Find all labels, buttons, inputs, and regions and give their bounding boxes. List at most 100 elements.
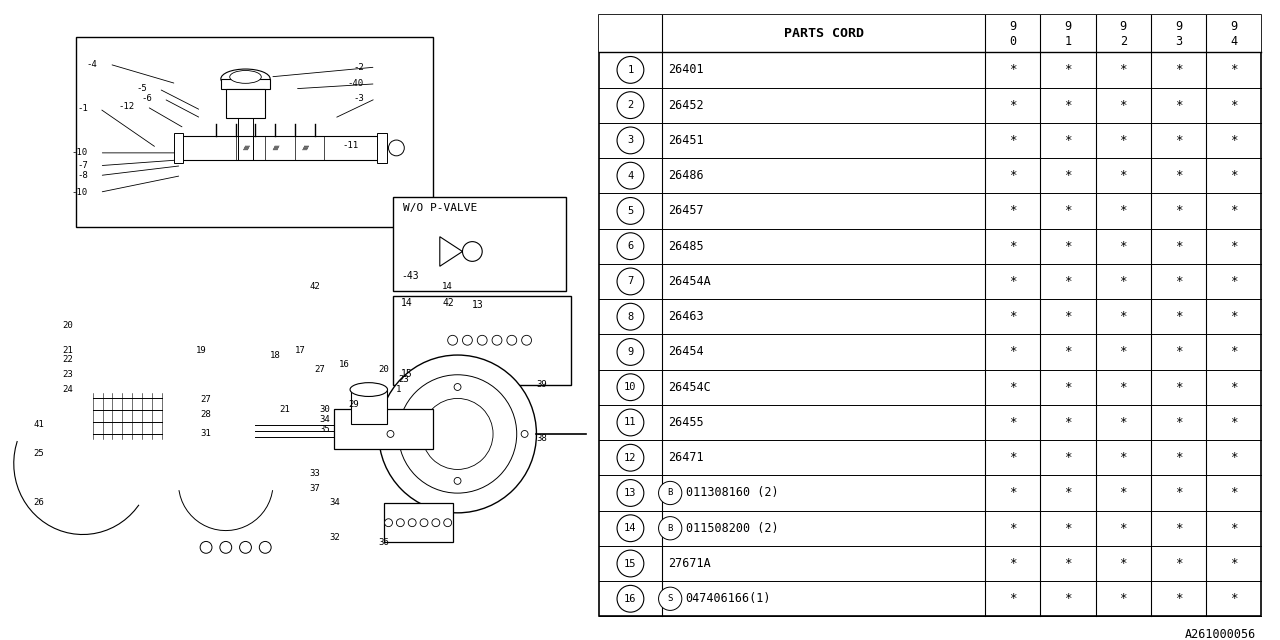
Text: *: * xyxy=(1120,134,1126,147)
Text: S: S xyxy=(667,595,673,604)
Text: *: * xyxy=(1009,134,1016,147)
Text: 26454: 26454 xyxy=(668,346,704,358)
Circle shape xyxy=(492,335,502,345)
Bar xyxy=(76,38,433,227)
Text: *: * xyxy=(1064,134,1071,147)
Text: 18: 18 xyxy=(270,351,280,360)
Bar xyxy=(351,390,387,424)
Text: *: * xyxy=(1175,522,1183,535)
Circle shape xyxy=(507,335,517,345)
Text: 35: 35 xyxy=(319,424,330,433)
Text: *: * xyxy=(1064,522,1071,535)
Text: *: * xyxy=(1064,99,1071,111)
Circle shape xyxy=(260,541,271,553)
Bar xyxy=(182,136,379,160)
Text: 4: 4 xyxy=(1230,35,1238,48)
Text: *: * xyxy=(1120,275,1126,288)
Text: 26454A: 26454A xyxy=(668,275,710,288)
Text: 7: 7 xyxy=(627,276,634,287)
Text: 14: 14 xyxy=(625,524,636,533)
Text: *: * xyxy=(1230,416,1238,429)
Text: 33: 33 xyxy=(310,469,320,478)
Text: 34: 34 xyxy=(319,415,330,424)
Text: 23: 23 xyxy=(398,375,408,384)
Text: 27671A: 27671A xyxy=(668,557,710,570)
Circle shape xyxy=(617,303,644,330)
Text: 13: 13 xyxy=(625,488,636,498)
Text: -3: -3 xyxy=(353,94,364,103)
Text: *: * xyxy=(1230,99,1238,111)
Text: 31: 31 xyxy=(201,429,211,438)
Text: *: * xyxy=(1230,63,1238,76)
Text: *: * xyxy=(1064,416,1071,429)
Text: *: * xyxy=(1064,557,1071,570)
Text: *: * xyxy=(1120,204,1126,218)
Text: W/O P-VALVE: W/O P-VALVE xyxy=(403,203,477,213)
Text: 047406166(1): 047406166(1) xyxy=(686,592,771,605)
Text: 36: 36 xyxy=(378,538,389,547)
Circle shape xyxy=(444,519,452,527)
Text: *: * xyxy=(1230,310,1238,323)
Text: 37: 37 xyxy=(310,484,320,493)
Text: *: * xyxy=(1009,592,1016,605)
Text: *: * xyxy=(1009,346,1016,358)
Text: -43: -43 xyxy=(402,271,419,281)
Text: 42: 42 xyxy=(310,282,320,291)
Circle shape xyxy=(448,335,457,345)
Text: *: * xyxy=(1064,346,1071,358)
Text: *: * xyxy=(1009,557,1016,570)
Text: 1: 1 xyxy=(1065,35,1071,48)
Circle shape xyxy=(239,541,251,553)
Text: 28: 28 xyxy=(201,410,211,419)
Text: *: * xyxy=(1064,310,1071,323)
Circle shape xyxy=(617,550,644,577)
Text: 25: 25 xyxy=(33,449,44,458)
Text: *: * xyxy=(1009,240,1016,253)
Text: 26455: 26455 xyxy=(668,416,704,429)
Text: 21: 21 xyxy=(63,346,73,355)
Bar xyxy=(225,89,265,118)
Text: 26401: 26401 xyxy=(668,63,704,76)
Circle shape xyxy=(220,541,232,553)
Text: 32: 32 xyxy=(329,533,339,542)
Text: 38: 38 xyxy=(536,435,547,444)
Text: -6: -6 xyxy=(141,94,152,103)
Text: 6: 6 xyxy=(627,241,634,251)
Text: 27: 27 xyxy=(201,395,211,404)
Text: *: * xyxy=(1120,486,1126,499)
Text: *: * xyxy=(1175,99,1183,111)
Text: *: * xyxy=(1175,486,1183,499)
Text: -2: -2 xyxy=(353,63,364,72)
Text: 22: 22 xyxy=(63,355,73,364)
Text: 8: 8 xyxy=(627,312,634,322)
Text: 26471: 26471 xyxy=(668,451,704,464)
Text: 20: 20 xyxy=(378,365,389,374)
Text: *: * xyxy=(1120,592,1126,605)
Text: *: * xyxy=(1230,522,1238,535)
Bar xyxy=(599,15,1261,616)
Bar xyxy=(384,503,453,543)
Circle shape xyxy=(617,409,644,436)
Text: *: * xyxy=(1064,204,1071,218)
Text: *: * xyxy=(1009,275,1016,288)
Circle shape xyxy=(462,335,472,345)
Text: -12: -12 xyxy=(119,102,136,111)
Text: *: * xyxy=(1064,169,1071,182)
Bar xyxy=(599,15,1261,52)
Text: 10: 10 xyxy=(625,382,636,392)
Text: 26457: 26457 xyxy=(668,204,704,218)
Circle shape xyxy=(617,586,644,612)
Circle shape xyxy=(387,431,394,437)
Circle shape xyxy=(617,479,644,506)
Circle shape xyxy=(398,375,517,493)
Text: *: * xyxy=(1175,310,1183,323)
Circle shape xyxy=(200,541,212,553)
Text: 14: 14 xyxy=(443,282,453,291)
Text: 9: 9 xyxy=(1009,20,1016,33)
Ellipse shape xyxy=(221,69,270,89)
Circle shape xyxy=(389,140,404,156)
Circle shape xyxy=(658,481,682,504)
Bar xyxy=(376,132,387,163)
Text: *: * xyxy=(1064,240,1071,253)
Text: 15: 15 xyxy=(625,559,636,568)
